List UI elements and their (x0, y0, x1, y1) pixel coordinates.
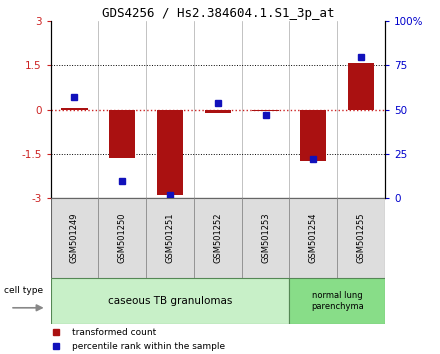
Text: caseous TB granulomas: caseous TB granulomas (108, 296, 232, 306)
Text: GSM501253: GSM501253 (261, 213, 270, 263)
Text: GSM501249: GSM501249 (70, 213, 79, 263)
Text: GSM501250: GSM501250 (118, 213, 127, 263)
Bar (348, 63, 374, 110)
Text: GSM501251: GSM501251 (165, 213, 175, 263)
Text: GSM501255: GSM501255 (356, 213, 366, 263)
Text: GSM501252: GSM501252 (213, 213, 222, 263)
Bar (300, 110, 326, 161)
FancyBboxPatch shape (290, 278, 385, 324)
Bar (205, 110, 231, 113)
Bar (157, 110, 183, 195)
Bar (109, 110, 136, 159)
Text: percentile rank within the sample: percentile rank within the sample (72, 342, 225, 351)
FancyBboxPatch shape (51, 198, 385, 278)
Text: GSM501254: GSM501254 (309, 213, 318, 263)
Text: normal lung
parenchyma: normal lung parenchyma (311, 291, 363, 310)
FancyBboxPatch shape (51, 278, 290, 324)
Bar (253, 110, 279, 111)
Title: GDS4256 / Hs2.384604.1.S1_3p_at: GDS4256 / Hs2.384604.1.S1_3p_at (102, 7, 334, 20)
Text: transformed count: transformed count (72, 328, 156, 337)
Bar (61, 108, 88, 110)
Text: cell type: cell type (4, 286, 43, 295)
